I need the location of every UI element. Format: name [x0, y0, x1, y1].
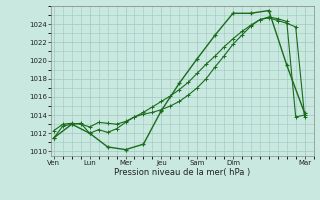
X-axis label: Pression niveau de la mer( hPa ): Pression niveau de la mer( hPa ): [114, 168, 251, 177]
